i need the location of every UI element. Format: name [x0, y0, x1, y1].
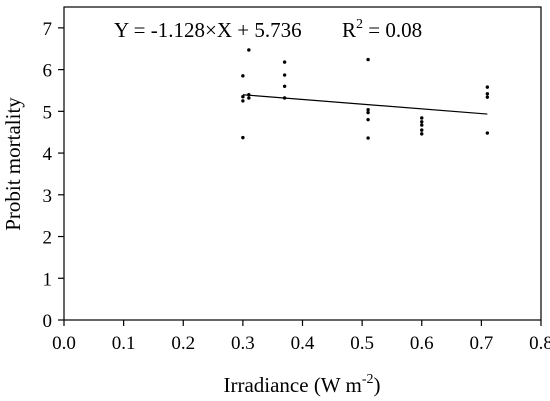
data-point: [420, 128, 424, 132]
y-tick-label: 1: [43, 269, 53, 290]
x-tick-label: 0.2: [171, 333, 195, 354]
data-point: [247, 96, 251, 100]
y-tick-label: 2: [43, 228, 53, 249]
regression-line: [242, 94, 488, 115]
y-tick-label: 3: [43, 186, 53, 207]
data-point: [420, 120, 424, 124]
data-point: [282, 60, 287, 64]
data-point: [366, 136, 370, 140]
data-point: [366, 107, 370, 112]
data-point: [420, 132, 424, 136]
plot-frame: [63, 6, 542, 321]
y-tick-label: 0: [43, 311, 53, 332]
x-tick-label: 0.6: [410, 333, 434, 354]
y-tick-label: 4: [43, 144, 53, 165]
data-point: [241, 74, 245, 78]
data-point: [366, 110, 370, 115]
data-point: [282, 84, 287, 88]
x-tick-label: 0.7: [470, 333, 494, 354]
data-point: [366, 117, 370, 122]
data-point: [241, 95, 245, 99]
data-point: [241, 99, 245, 103]
y-tick-label: 7: [43, 19, 53, 40]
data-point: [247, 48, 251, 52]
y-axis-title: Probit mortality: [1, 97, 25, 231]
data-point: [485, 95, 490, 99]
data-point: [241, 135, 245, 140]
data-point: [420, 116, 424, 120]
data-point: [420, 123, 424, 127]
x-tick-label: 0.0: [52, 333, 76, 354]
x-tick-label: 0.5: [350, 333, 374, 354]
x-tick-label: 0.8: [529, 333, 550, 354]
data-points: [241, 48, 490, 140]
x-tick-label: 0.1: [112, 333, 136, 354]
x-axis-title: Irradiance (W m-2): [223, 372, 380, 397]
x-tick-label: 0.4: [291, 333, 315, 354]
y-tick-label: 6: [43, 61, 53, 82]
data-point: [282, 73, 287, 77]
y-axis-ticks: 0 1 2 3 4 5 6 7: [43, 19, 64, 332]
data-point: [485, 131, 490, 135]
r-squared: R2 = 0.08: [342, 17, 422, 42]
data-point: [485, 85, 490, 89]
x-axis-ticks: 0.0 0.1 0.2 0.3 0.4 0.5 0.6 0.7 0.8: [52, 320, 550, 354]
data-point: [485, 92, 490, 96]
x-tick-label: 0.3: [231, 333, 255, 354]
regression-equation: Y = -1.128×X + 5.736: [114, 18, 302, 42]
y-tick-label: 5: [43, 102, 53, 123]
data-point: [366, 57, 370, 62]
